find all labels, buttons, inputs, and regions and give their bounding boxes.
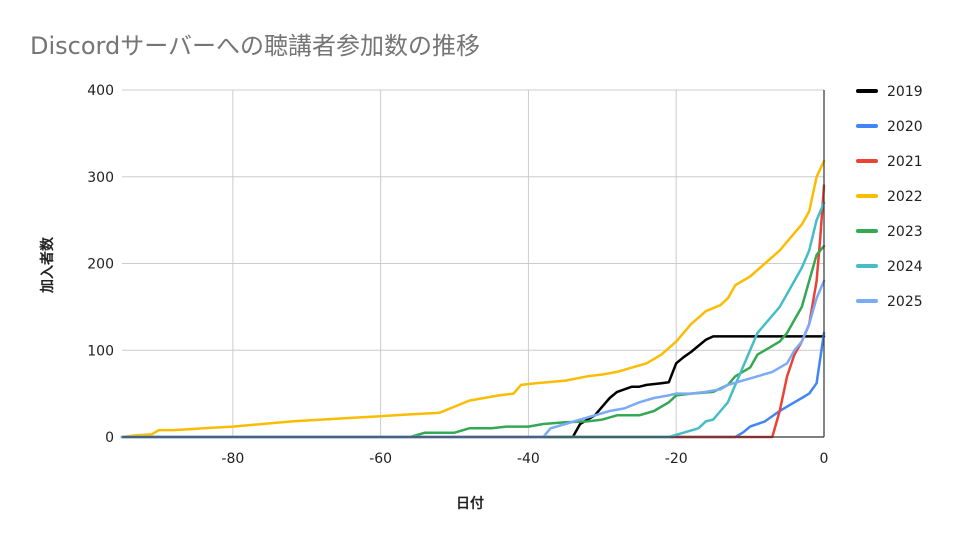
x-axis-title: 日付 [456, 495, 484, 512]
legend-label-2024: 2024 [887, 259, 923, 275]
series-lines [120, 159, 826, 439]
axes: 0 100 200 300 400 -80 -60 -40 -20 0 [87, 83, 828, 467]
x-tick-label: -20 [665, 451, 688, 467]
y-tick-label: 400 [87, 83, 114, 99]
x-tick-label: -60 [369, 451, 392, 467]
y-tick-label: 300 [87, 170, 114, 186]
chart-title: Discordサーバーへの聴講者参加数の推移 [30, 32, 480, 60]
series-line-2021 [120, 184, 826, 439]
y-tick-label: 100 [87, 343, 114, 359]
legend-label-2022: 2022 [887, 189, 923, 205]
series-line-2025 [120, 279, 826, 439]
y-tick-label: 200 [87, 257, 114, 273]
series-line-2023 [120, 244, 826, 439]
y-tick-label: 0 [105, 430, 114, 446]
series-line-2024 [120, 201, 826, 439]
x-tick-label: -80 [221, 451, 244, 467]
series-line-2019 [120, 335, 826, 439]
legend-label-2025: 2025 [887, 294, 923, 310]
series-line-2020 [120, 331, 826, 439]
y-axis-title: 加入者数 [39, 236, 56, 294]
legend-label-2020: 2020 [887, 119, 923, 135]
legend: 2019 2020 2021 2022 2023 2024 2025 [856, 84, 923, 310]
series-line-2022 [120, 159, 826, 439]
x-tick-label: -40 [517, 451, 540, 467]
gridlines [122, 89, 824, 437]
x-tick-label: 0 [820, 451, 829, 467]
legend-label-2019: 2019 [887, 84, 923, 100]
legend-label-2021: 2021 [887, 154, 923, 170]
legend-label-2023: 2023 [887, 224, 923, 240]
